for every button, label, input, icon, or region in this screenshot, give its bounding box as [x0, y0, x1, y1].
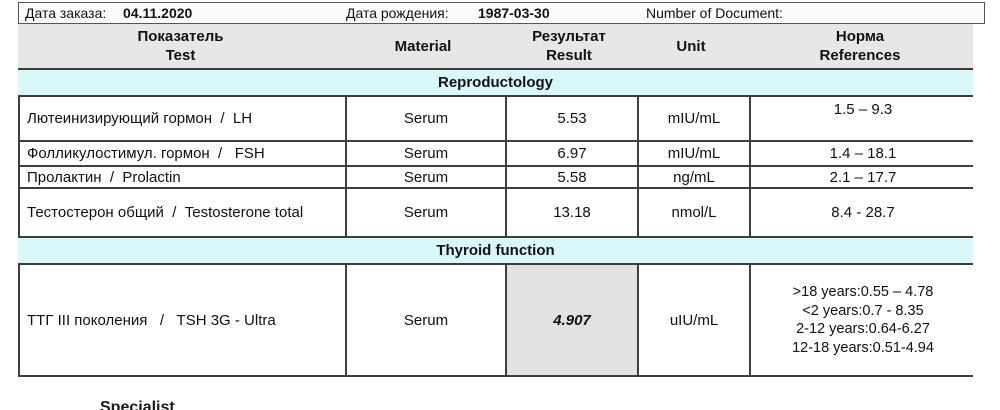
column-header-references-ru: Норма [835, 28, 885, 45]
test-name-cell: Тестостерон общий / Testosterone total [27, 204, 304, 221]
test-name-cell: Лютеинизирующий гормон / LH [27, 110, 253, 127]
results-table: Показатель Test Material Результат Resul… [18, 24, 973, 377]
column-header-references-en: References [819, 47, 901, 64]
material-cell: Serum [345, 167, 505, 187]
birth-date-value: 1987-03-30 [478, 5, 550, 21]
references-cell: >18 years:0.55 – 4.78 <2 years:0.7 - 8.3… [749, 265, 975, 375]
reference-line: 12-18 years:0.51-4.94 [792, 339, 934, 356]
result-cell-highlighted: 4.907 [505, 265, 637, 375]
column-header-material: Material [343, 24, 503, 68]
result-cell: 13.18 [505, 189, 637, 236]
unit-cell: mIU/mL [637, 97, 749, 140]
column-header-test-en: Test [165, 47, 196, 64]
column-header-test-ru: Показатель [137, 28, 224, 45]
unit-cell: ng/mL [637, 167, 749, 187]
section-header-reproductology: Reproductology [18, 70, 973, 97]
result-cell: 5.53 [505, 97, 637, 140]
column-header-result-en: Result [546, 47, 592, 64]
section-header-thyroid: Thyroid function [18, 238, 973, 265]
references-list: >18 years:0.55 – 4.78 <2 years:0.7 - 8.3… [792, 283, 934, 357]
result-cell: 6.97 [505, 142, 637, 165]
table-row-lh: Лютеинизирующий гормон / LH Serum 5.53 m… [18, 97, 973, 142]
reference-line: >18 years:0.55 – 4.78 [792, 284, 934, 300]
unit-cell: mIU/mL [637, 142, 749, 165]
column-header-result-ru: Результат [532, 28, 606, 45]
document-number-label: Number of Document: [646, 5, 783, 21]
document-info-bar: Дата заказа: 04.11.2020 Дата рождения: 1… [18, 2, 985, 24]
references-cell: 1.4 – 18.1 [749, 142, 975, 165]
column-header-material-label: Material [394, 37, 452, 55]
order-date-label: Дата заказа: [25, 5, 107, 21]
column-header-unit-label: Unit [676, 37, 706, 55]
result-cell: 5.58 [505, 167, 637, 187]
references-cell: 8.4 - 28.7 [749, 189, 975, 236]
table-row-testosterone: Тестостерон общий / Testosterone total S… [18, 189, 973, 238]
table-header-row: Показатель Test Material Результат Resul… [18, 24, 973, 70]
column-header-unit: Unit [635, 24, 747, 68]
birth-date-label: Дата рождения: [346, 5, 449, 21]
column-header-references: Норма References [747, 24, 973, 68]
table-row-tsh: ТТГ III поколения / TSH 3G - Ultra Serum… [18, 265, 973, 377]
material-cell: Serum [345, 189, 505, 236]
column-header-result: Результат Result [503, 24, 635, 68]
table-row-prolactin: Пролактин / Prolactin Serum 5.58 ng/mL 2… [18, 167, 973, 189]
order-date-value: 04.11.2020 [123, 5, 193, 21]
material-cell: Serum [345, 97, 505, 140]
unit-cell: nmol/L [637, 189, 749, 236]
reference-line: 2-12 years:0.64-6.27 [796, 321, 930, 337]
footer-partial-text: Specialist [100, 399, 175, 410]
table-row-fsh: Фолликулостимул. гормон / FSH Serum 6.97… [18, 142, 973, 167]
material-cell: Serum [345, 142, 505, 165]
material-cell: Serum [345, 265, 505, 375]
references-cell: 2.1 – 17.7 [749, 167, 975, 187]
test-name-cell: Пролактин / Prolactin [27, 168, 181, 186]
column-header-test: Показатель Test [18, 24, 343, 68]
references-cell: 1.5 – 9.3 [749, 97, 975, 140]
reference-line: <2 years:0.7 - 8.35 [802, 302, 924, 319]
test-name-cell: ТТГ III поколения / TSH 3G - Ultra [27, 311, 276, 329]
unit-cell: uIU/mL [637, 265, 749, 375]
test-name-cell: Фолликулостимул. гормон / FSH [27, 145, 265, 162]
